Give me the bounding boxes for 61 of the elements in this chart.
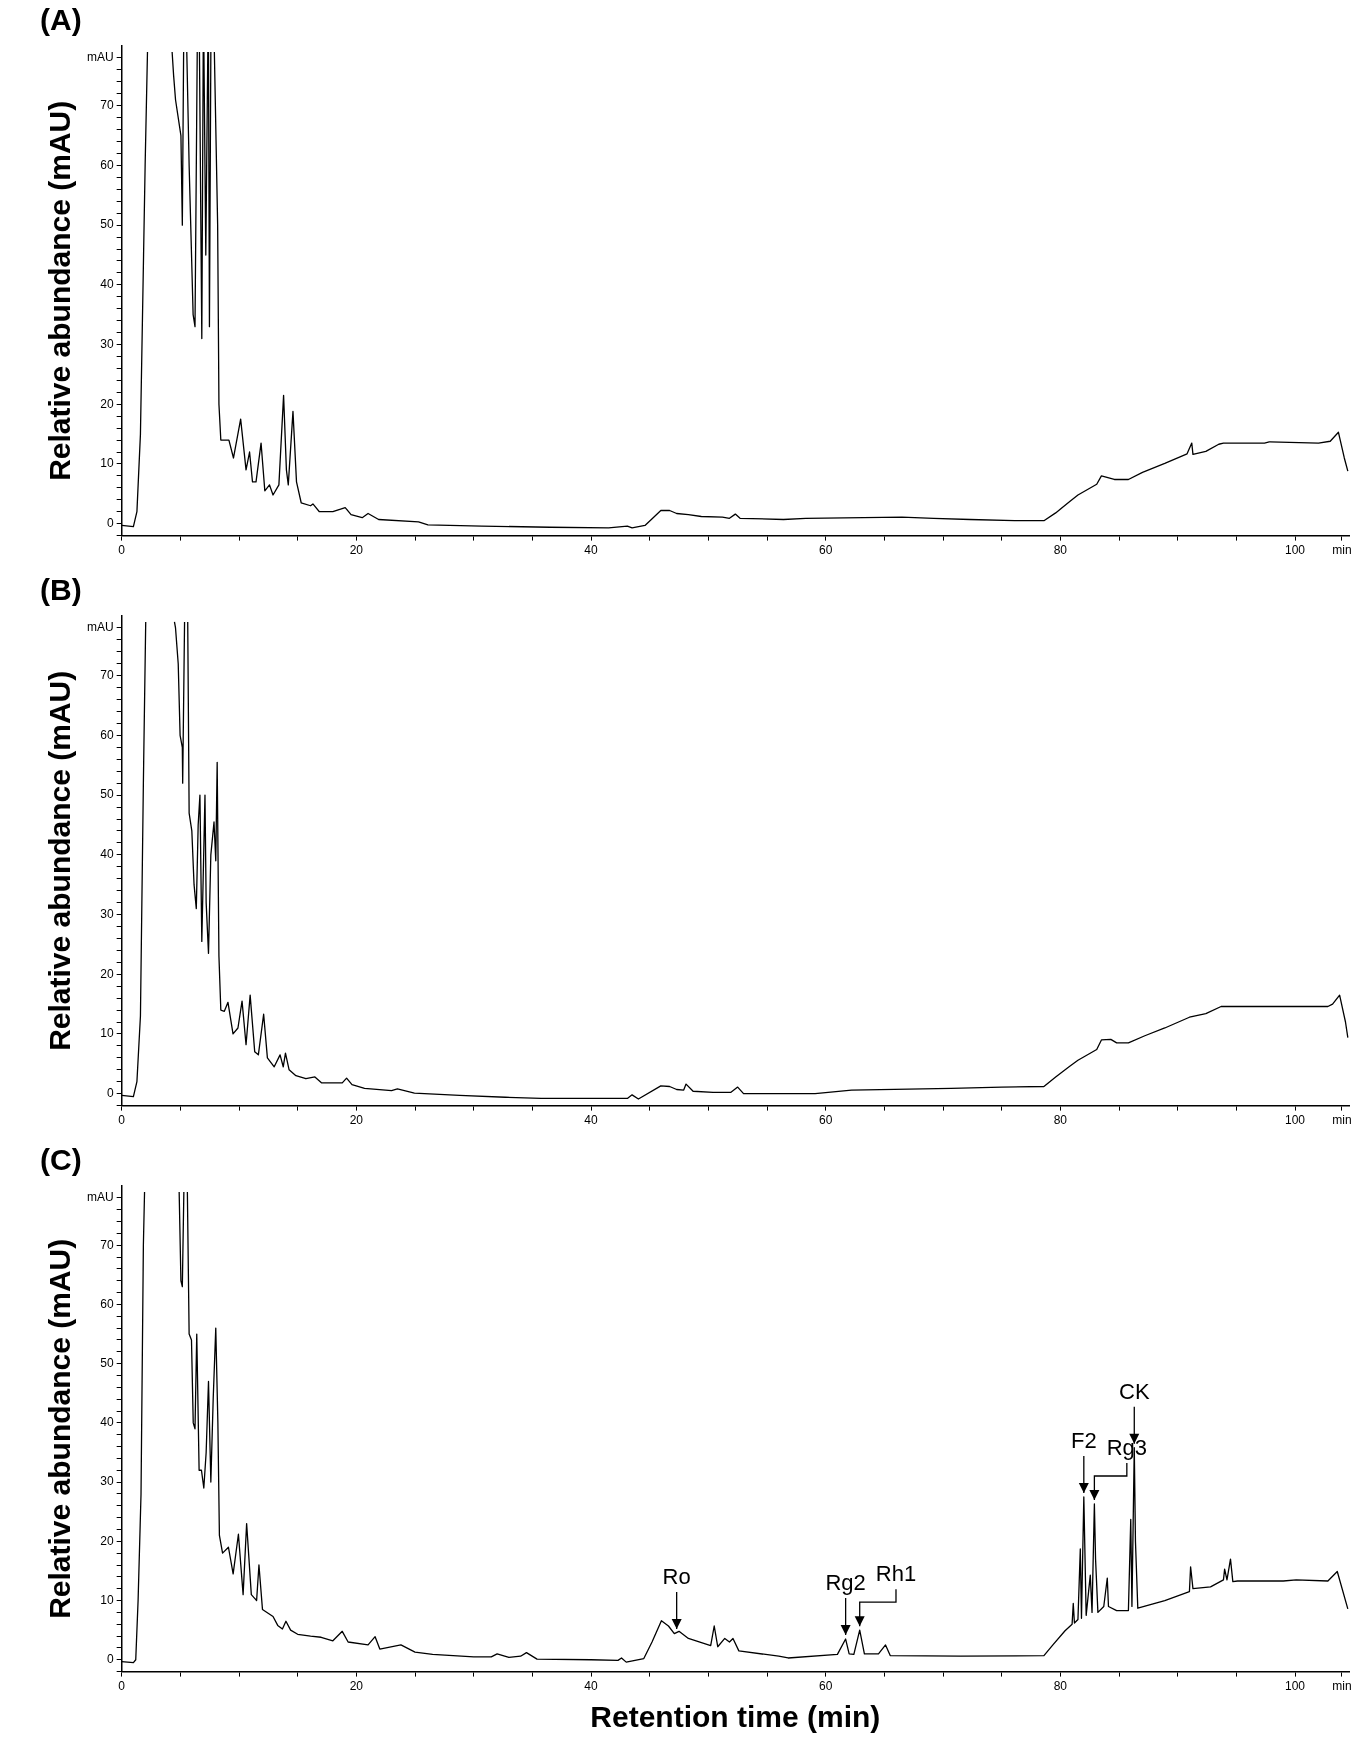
chart-title: (B) [40,573,82,607]
x-tick-label: 60 [819,543,833,558]
y-tick-label: 30 [100,336,114,351]
annotation: Rg2 [825,1570,866,1596]
y-tick-label: 0 [106,515,114,530]
x-tick-label: 20 [349,1679,364,1694]
y-tick-label: 70 [100,668,114,683]
y-tick-label: 40 [100,277,114,292]
x-tick-label: 0 [118,1679,126,1694]
y-tick-label: mAU [86,620,114,635]
y-tick-label: 50 [100,217,114,232]
y-tick-label: 60 [100,157,114,172]
y-tick-label: 60 [100,1296,114,1311]
x-tick-label: 40 [584,543,598,558]
y-axis-title: Relative abundance (mAU) [43,100,77,481]
y-tick-label: 70 [100,1237,114,1252]
annotation: Ro [662,1564,691,1590]
y-tick-label: 10 [100,456,114,471]
x-tick-label: 20 [349,1113,364,1128]
x-tick-label: 100 [1285,1113,1306,1128]
y-tick-label: 60 [100,727,114,742]
y-tick-label: 20 [100,966,114,981]
y-axis-title: Relative abundance (mAU) [43,670,77,1051]
y-tick-label: mAU [86,50,114,65]
annotation: Rg3 [1106,1435,1148,1461]
y-tick-label: mAU [86,1190,114,1205]
y-tick-label: 10 [100,1592,114,1607]
chart-title: (C) [40,1143,82,1177]
x-tick-label: 40 [584,1113,598,1128]
y-tick-label: 20 [100,1533,114,1548]
x-tick-label: min [1332,543,1352,558]
x-tick-label: 80 [1053,543,1068,558]
y-tick-label: 10 [100,1026,114,1041]
y-tick-label: 50 [100,1355,114,1370]
chart-title: (A) [40,3,82,37]
x-tick-label: 0 [118,543,126,558]
y-tick-label: 0 [106,1085,114,1100]
annotation: F2 [1070,1427,1097,1453]
y-axis-title: Relative abundance (mAU) [43,1238,77,1619]
y-tick-label: 20 [100,396,114,411]
annotation: CK [1118,1378,1150,1404]
y-tick-label: 50 [100,787,114,802]
x-tick-label: 60 [819,1113,833,1128]
x-tick-label: 60 [819,1679,833,1694]
x-tick-label: 20 [349,543,364,558]
y-tick-label: 0 [106,1652,114,1667]
x-tick-label: 80 [1053,1679,1068,1694]
y-tick-label: 40 [100,1415,114,1430]
x-tick-label: min [1332,1679,1352,1694]
annotation: Rh1 [875,1561,917,1587]
x-axis-title: Retention time (min) [590,1700,881,1734]
x-tick-label: 0 [118,1113,126,1128]
x-tick-label: 100 [1285,1679,1306,1694]
y-tick-label: 30 [100,1474,114,1489]
y-tick-label: 40 [100,847,114,862]
x-tick-label: 40 [584,1679,598,1694]
x-tick-label: min [1332,1113,1352,1128]
y-tick-label: 70 [100,98,114,113]
x-tick-label: 80 [1053,1113,1068,1128]
x-tick-label: 100 [1285,543,1306,558]
y-tick-label: 30 [100,906,114,921]
